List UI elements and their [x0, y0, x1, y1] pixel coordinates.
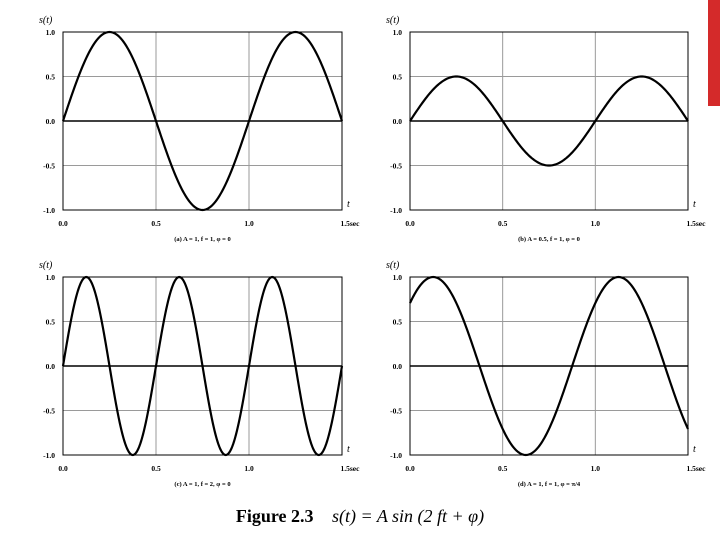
x-tick-label: 1.5sec	[341, 219, 361, 228]
y-tick-label: -1.0	[43, 451, 55, 460]
y-axis-label: s(t)	[39, 260, 53, 271]
x-tick-label: 1.0	[591, 464, 601, 473]
sine-series-line	[409, 75, 689, 167]
y-tick-label: -1.0	[390, 206, 402, 215]
chart-panel-3: 1.00.50.0-0.5-1.00.0 0.5 1.0 1.5secs(t)t(c)…	[39, 260, 360, 488]
sine-series-line	[61, 275, 344, 457]
y-tick-label: 1.0	[46, 28, 56, 37]
y-tick-label: 0.0	[393, 362, 403, 371]
x-tick-label: 0.0	[58, 464, 68, 473]
y-tick-label: 1.0	[393, 28, 403, 37]
x-axis-label: t	[693, 444, 696, 455]
y-tick-label: -0.5	[390, 407, 402, 416]
y-tick-label: 1.0	[46, 273, 56, 282]
x-axis-label: t	[347, 199, 350, 210]
chart-panel-1: 1.00.50.0-0.5-1.00.0 0.5 1.0 1.5secs(t)t(a)…	[39, 15, 360, 243]
y-tick-label: 0.5	[46, 73, 56, 82]
chart-panel-2: 1.00.50.0-0.5-1.00.0 0.5 1.0 1.5secs(t)t(b)…	[386, 15, 706, 243]
x-tick-label: 0.5	[151, 464, 161, 473]
y-tick-label: -0.5	[43, 162, 55, 171]
y-axis-label: s(t)	[386, 260, 400, 271]
y-tick-label: -0.5	[43, 407, 55, 416]
y-axis-label: s(t)	[386, 15, 400, 26]
sine-series-line	[409, 275, 689, 457]
y-tick-label: 1.0	[393, 273, 403, 282]
y-tick-label: -1.0	[43, 206, 55, 215]
x-axis-label: t	[347, 444, 350, 455]
x-tick-label: 1.0	[591, 219, 601, 228]
x-tick-label: 1.5sec	[687, 464, 707, 473]
x-tick-label: 0.0	[405, 219, 415, 228]
y-tick-label: -0.5	[390, 162, 402, 171]
x-tick-label: 1.5sec	[341, 464, 361, 473]
panel-subtitle: (b) A = 0.5, f = 1, φ = 0	[518, 236, 580, 243]
chart-panel-4: 1.00.50.0-0.5-1.00.0 0.5 1.0 1.5secs(t)t(d)…	[386, 260, 706, 488]
x-tick-label: 1.0	[244, 219, 254, 228]
y-tick-label: 0.0	[393, 117, 403, 126]
x-tick-label: 1.0	[244, 464, 254, 473]
panel-subtitle: (c) A = 1, f = 2, φ = 0	[174, 481, 230, 488]
figure-number: Figure 2.3	[235, 506, 314, 526]
figure-equation: s(t) = A sin (2 ft + φ)	[332, 506, 485, 526]
y-tick-label: 0.5	[393, 318, 403, 327]
figure-caption: Figure 2.3 s(t) = A sin (2 ft + φ)	[0, 506, 720, 527]
y-tick-label: 0.5	[46, 318, 56, 327]
x-tick-label: 0.0	[405, 464, 415, 473]
y-tick-label: 0.0	[46, 362, 56, 371]
y-tick-label: -1.0	[390, 451, 402, 460]
panel-subtitle: (d) A = 1, f = 1, φ = π/4	[518, 481, 581, 488]
sine-wave-plots: 1.00.50.0-0.5-1.00.0 0.5 1.0 1.5secs(t)t(a)…	[39, 15, 706, 488]
y-axis-label: s(t)	[39, 15, 53, 26]
x-tick-label: 0.5	[498, 219, 508, 228]
accent-bar	[708, 0, 720, 106]
y-tick-label: 0.0	[46, 117, 56, 126]
x-tick-label: 0.5	[498, 464, 508, 473]
x-tick-label: 1.5sec	[687, 219, 707, 228]
y-tick-label: 0.5	[393, 73, 403, 82]
sine-series-line	[61, 30, 344, 212]
panel-subtitle: (a) A = 1, f = 1, φ = 0	[174, 236, 231, 243]
x-tick-label: 0.0	[58, 219, 68, 228]
x-axis-label: t	[693, 199, 696, 210]
x-tick-label: 0.5	[151, 219, 161, 228]
